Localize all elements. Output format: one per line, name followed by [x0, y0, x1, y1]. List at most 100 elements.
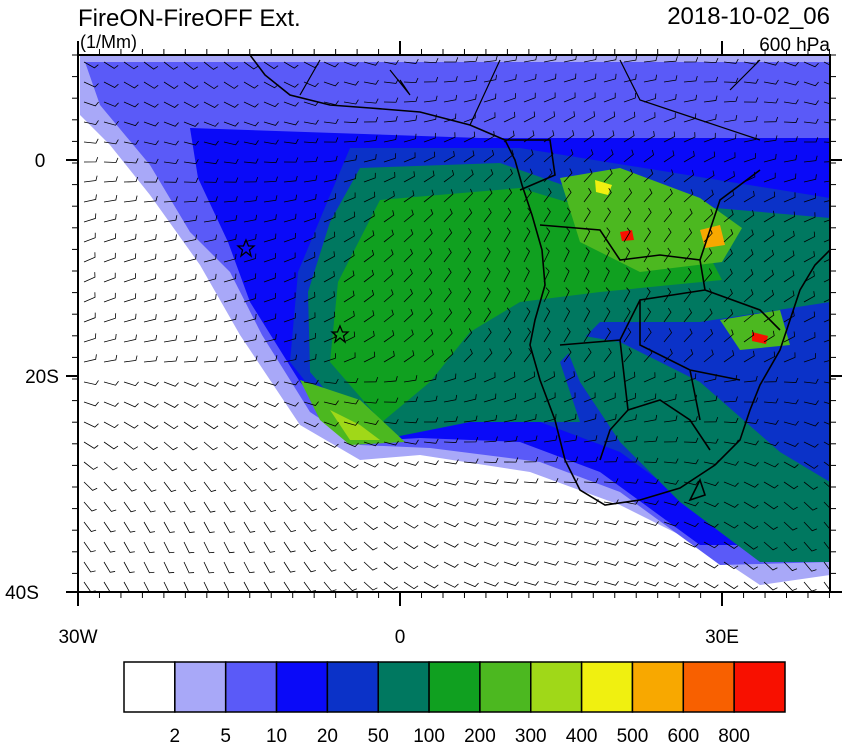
wind-barb [703, 170, 715, 183]
wind-barb [403, 152, 416, 163]
wind-barb [363, 191, 376, 203]
wind-barb [223, 521, 235, 533]
wind-barb [763, 153, 777, 163]
wind-barb [83, 272, 96, 283]
wind-barb [683, 501, 699, 507]
wind-barb [643, 541, 659, 547]
wind-barb [103, 421, 119, 429]
wind-barb [323, 271, 335, 283]
colorbar-label: 50 [368, 726, 389, 747]
wind-barb [183, 196, 198, 203]
wind-barb [763, 376, 779, 383]
wind-barb [183, 541, 195, 554]
wind-barb [83, 194, 97, 203]
wind-barb [523, 111, 536, 123]
wind-barb [703, 57, 719, 64]
wind-barb [103, 501, 117, 512]
wind-barb [263, 121, 279, 126]
wind-barb [263, 313, 277, 323]
wind-barb [223, 215, 238, 223]
wind-barb [663, 521, 679, 527]
plume-region [620, 230, 634, 241]
wind-barb [483, 327, 492, 343]
wind-barb [343, 461, 359, 469]
wind-barb [623, 149, 634, 163]
wind-barb [343, 377, 359, 384]
wind-barb [783, 352, 796, 363]
wind-barbs [83, 55, 830, 592]
wind-barb [183, 273, 197, 283]
wind-barb [423, 248, 433, 263]
wind-barb [803, 441, 819, 448]
wind-barb [783, 230, 795, 243]
wind-barb [163, 234, 177, 243]
wind-barb [763, 116, 779, 123]
wind-barb [623, 561, 639, 567]
wind-barb [503, 541, 519, 547]
wind-barb [343, 80, 359, 86]
wind-barb [463, 348, 473, 363]
wind-barb [363, 154, 377, 163]
wind-barb [563, 347, 572, 363]
wind-barb [283, 441, 299, 450]
wind-barb [583, 540, 599, 546]
wind-barb [523, 347, 532, 363]
wind-barb [543, 540, 559, 546]
wind-barb [263, 176, 278, 183]
wind-barb [203, 501, 216, 513]
wind-barb [163, 541, 175, 554]
wind-barb [803, 461, 819, 469]
wind-barb [363, 98, 379, 104]
wind-barb [443, 349, 454, 363]
wind-barb [563, 92, 576, 103]
wind-barb [703, 248, 713, 263]
wind-barb [803, 311, 816, 323]
wind-barb [463, 458, 479, 464]
wind-barb [523, 456, 539, 463]
wind-barb [443, 480, 459, 486]
wind-barb [503, 93, 516, 103]
wind-barb [603, 478, 619, 484]
wind-barb [283, 421, 299, 428]
wind-barb [563, 307, 571, 323]
wind-barb [343, 211, 356, 223]
wind-barb [503, 348, 513, 363]
wind-barb [163, 215, 178, 223]
wind-barb [663, 561, 679, 568]
wind-barb [323, 481, 338, 490]
wind-barb [423, 76, 439, 83]
wind-barb [723, 561, 739, 570]
wind-barb [543, 477, 559, 484]
wind-barb [763, 461, 779, 468]
wind-barb [123, 61, 139, 70]
wind-barb [723, 521, 739, 529]
wind-barb [363, 135, 378, 143]
wind-barb [363, 172, 376, 183]
wind-barb [443, 208, 453, 223]
wind-barb [123, 441, 139, 450]
wind-barb [183, 314, 197, 323]
wind-barb [143, 273, 157, 283]
wind-barb [83, 354, 97, 363]
wind-barb [763, 330, 775, 343]
wind-barb [183, 121, 199, 127]
wind-barb [383, 309, 394, 323]
wind-barb [103, 313, 117, 323]
wind-barb [723, 114, 738, 123]
wind-barb [803, 541, 817, 552]
wind-barb [783, 154, 798, 163]
wind-barb [163, 81, 179, 89]
wind-barb [603, 287, 610, 303]
wind-barb [163, 159, 179, 165]
wind-barb [243, 158, 259, 164]
wind-barb [823, 381, 830, 384]
wind-barb [523, 267, 530, 283]
wind-barb [743, 521, 759, 530]
wind-barb [343, 230, 355, 243]
wind-barb [343, 421, 359, 426]
wind-barb [83, 333, 97, 343]
wind-barb [203, 481, 217, 493]
wind-barb [783, 331, 796, 343]
wind-barb [623, 111, 636, 123]
wind-barb [463, 394, 477, 403]
